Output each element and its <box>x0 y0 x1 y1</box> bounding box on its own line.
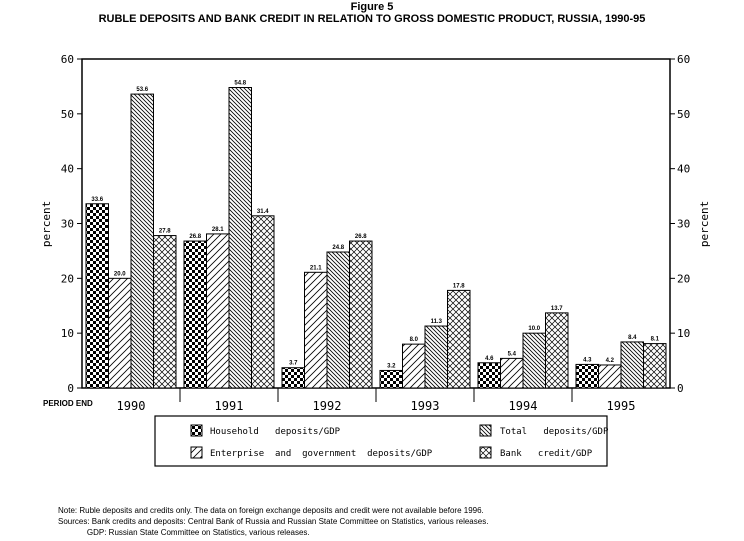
data-label: 4.2 <box>606 358 615 364</box>
data-label: 54.8 <box>234 81 246 87</box>
y-axis-label-right: percent <box>698 201 711 247</box>
bar-forward-diagonal-1995 <box>598 364 622 389</box>
bar-crosshatch-1990 <box>153 235 177 389</box>
notes: Note: Ruble deposits and credits only. T… <box>58 505 488 538</box>
x-tick-label: 1993 <box>411 399 440 413</box>
bar-forward-diagonal-1991 <box>206 233 230 389</box>
bar-chart: 0 10 20 30 40 50 60 0 10 20 30 40 50 60 33.6 20.0 53.6… <box>40 53 711 467</box>
bar-crosshatch-1991 <box>251 215 275 389</box>
sources-line-gdp: GDP: Russian State Committee on Statisti… <box>58 528 310 537</box>
data-label: 17.8 <box>453 283 465 289</box>
data-label: 3.7 <box>289 361 298 367</box>
data-label: 24.8 <box>332 245 344 251</box>
bar-crosshatch-1995 <box>643 343 667 389</box>
bar-crosshatch-1994 <box>545 312 569 389</box>
data-label: 27.8 <box>159 229 171 235</box>
y-tick-label-right: 20 <box>677 272 690 285</box>
bar-back-diagonal-1995 <box>620 341 644 389</box>
bar-checker-1995 <box>575 363 599 389</box>
bar-back-diagonal-1991 <box>228 87 252 389</box>
bar-back-diagonal-1990 <box>130 93 154 389</box>
legend-label-total: Total deposits/GDP <box>500 427 609 437</box>
y-tick-label-right: 10 <box>677 327 690 340</box>
legend: Household deposits/GDP Enterprise and go… <box>154 415 609 467</box>
data-label: 53.6 <box>136 87 148 93</box>
chart-title: RUBLE DEPOSITS AND BANK CREDIT IN RELATI… <box>98 13 646 25</box>
data-label: 4.6 <box>485 356 494 362</box>
y-tick-label-left: 60 <box>61 53 74 66</box>
legend-label-household: Household deposits/GDP <box>210 427 341 437</box>
bar-back-diagonal-1992 <box>326 251 350 389</box>
legend-label-credit: Bank credit/GDP <box>500 449 593 459</box>
x-tick-label: 1995 <box>607 399 636 413</box>
x-axis-label: PERIOD END <box>43 399 93 408</box>
data-label: 26.8 <box>189 234 201 240</box>
data-label: 10.0 <box>528 326 540 332</box>
legend-box <box>154 415 608 467</box>
bar-back-diagonal-1993 <box>424 325 448 389</box>
legend-swatch-credit <box>479 446 492 459</box>
y-tick-label-left: 30 <box>61 218 74 231</box>
bar-checker-1990 <box>85 203 109 389</box>
data-label: 3.2 <box>387 363 396 369</box>
bar-checker-1994 <box>477 362 501 389</box>
bar-crosshatch-1993 <box>447 289 471 389</box>
data-label: 8.4 <box>628 335 637 341</box>
bar-crosshatch-1992 <box>349 240 373 389</box>
data-label: 13.7 <box>551 306 563 312</box>
bar-forward-diagonal-1993 <box>402 343 426 389</box>
x-tick-label: 1990 <box>117 399 146 413</box>
data-label: 26.8 <box>355 234 367 240</box>
y-tick-label-left: 50 <box>61 108 74 121</box>
note-line: Note: Ruble deposits and credits only. T… <box>58 506 484 515</box>
bar-checker-1991 <box>183 240 207 389</box>
x-tick-label: 1991 <box>215 399 244 413</box>
legend-swatch-enterprise <box>190 446 203 459</box>
figure-label: Figure 5 <box>350 1 394 13</box>
legend-label-enterprise: Enterprise and government deposits/GDP <box>210 449 433 459</box>
y-tick-label-right: 30 <box>677 218 690 231</box>
y-tick-label-left: 10 <box>61 327 74 340</box>
y-tick-label-right: 50 <box>677 108 690 121</box>
y-tick-label-right: 60 <box>677 53 690 66</box>
bar-checker-1992 <box>281 367 305 389</box>
legend-swatch-total <box>479 424 492 437</box>
data-label: 11.3 <box>431 319 443 325</box>
y-tick-label-left: 0 <box>67 382 74 395</box>
legend-swatch-household <box>190 424 203 437</box>
y-tick-label-left: 40 <box>61 163 74 176</box>
data-label: 8.0 <box>410 337 419 343</box>
bar-forward-diagonal-1992 <box>304 271 328 389</box>
x-tick-label: 1992 <box>313 399 342 413</box>
data-label: 20.0 <box>114 271 126 277</box>
data-label: 33.6 <box>91 197 103 203</box>
data-label: 5.4 <box>508 351 517 357</box>
data-label: 31.4 <box>257 209 269 215</box>
y-tick-label-left: 20 <box>61 272 74 285</box>
y-tick-label-right: 40 <box>677 163 690 176</box>
y-axis-label-left: percent <box>40 201 53 247</box>
bar-forward-diagonal-1994 <box>500 357 524 389</box>
data-label: 28.1 <box>212 227 224 233</box>
data-label: 4.3 <box>583 357 592 363</box>
data-label: 8.1 <box>651 337 660 343</box>
sources-line: Sources: Bank credits and deposits: Cent… <box>58 517 489 526</box>
y-tick-label-right: 0 <box>677 382 684 395</box>
x-tick-label: 1994 <box>509 399 538 413</box>
bar-back-diagonal-1994 <box>522 332 546 389</box>
bar-forward-diagonal-1990 <box>108 277 132 389</box>
data-label: 21.1 <box>310 265 322 271</box>
bar-checker-1993 <box>379 369 403 389</box>
